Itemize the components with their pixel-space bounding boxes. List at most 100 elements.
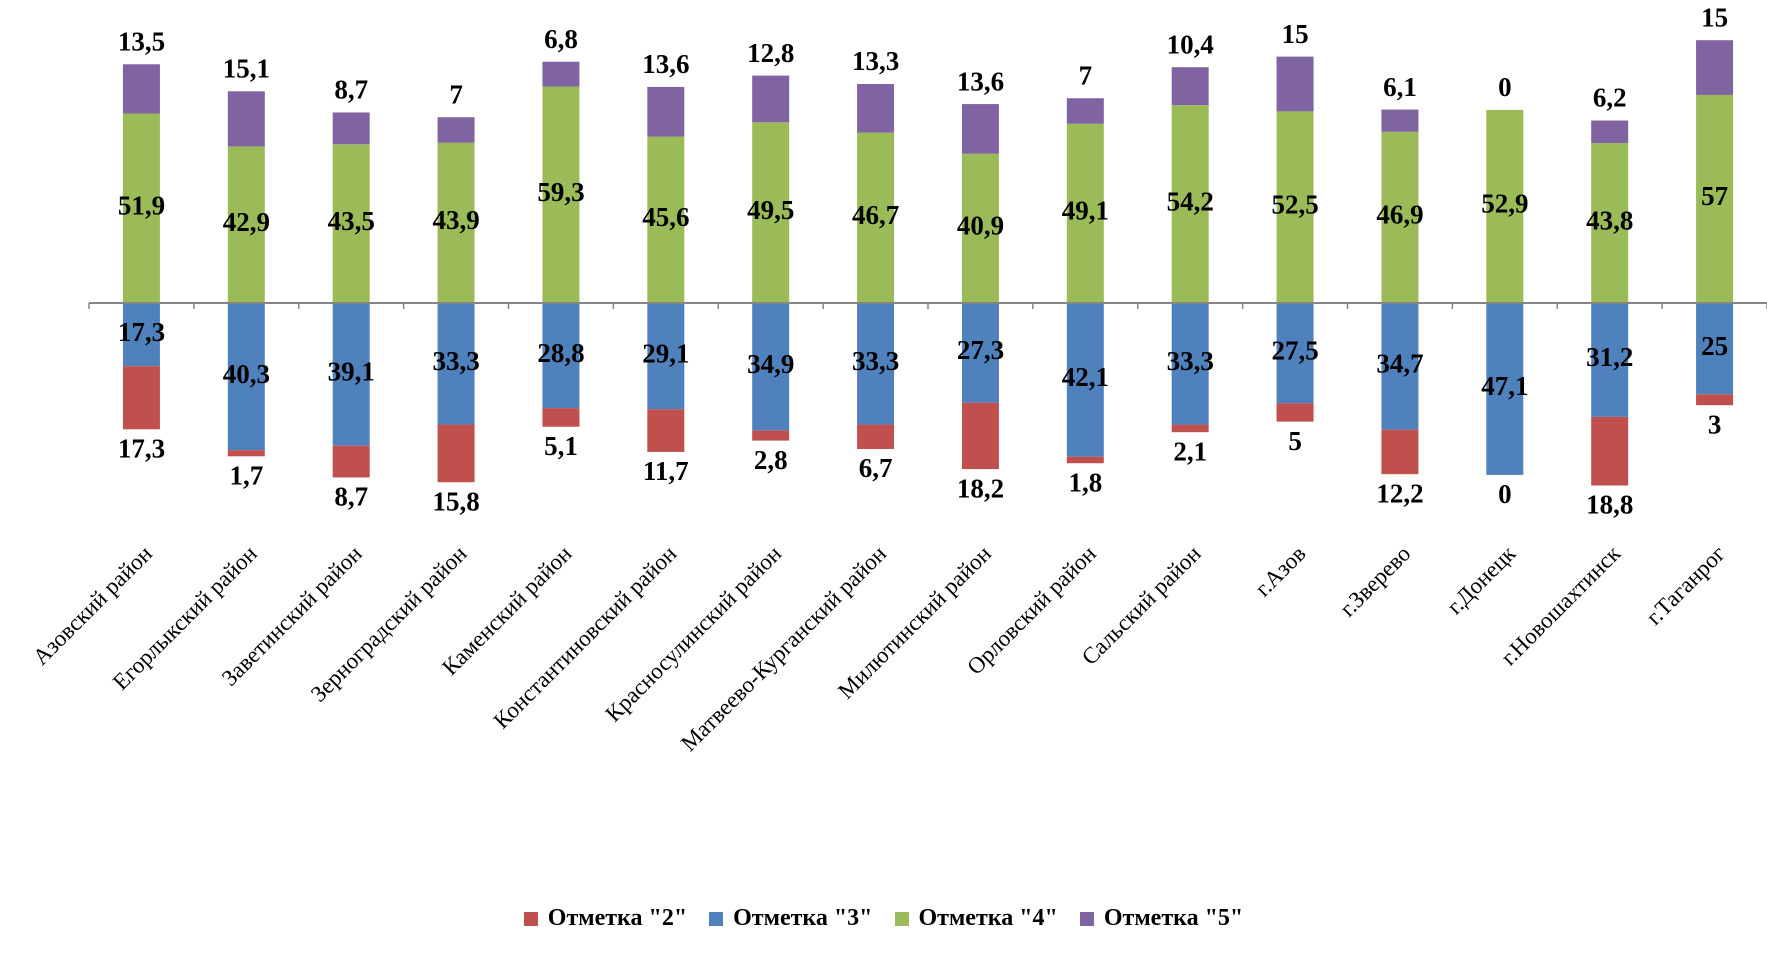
data-label-grade-3: 27,3 <box>957 335 1004 365</box>
data-label-grade-3: 33,3 <box>852 346 899 376</box>
data-label-grade-2: 11,7 <box>643 456 689 486</box>
bar-segment-grade-4 <box>1696 94 1734 303</box>
bar-segment-grade-4 <box>1381 131 1419 303</box>
data-label-grade-4: 42,9 <box>223 207 270 237</box>
bar-segment-grade-3 <box>1486 303 1524 475</box>
data-label-grade-3: 27,5 <box>1271 335 1318 365</box>
category-label: Константиновский район <box>489 541 682 734</box>
bar-segment-grade-4 <box>437 142 475 303</box>
data-label-grade-5: 13,5 <box>118 26 165 56</box>
bar-segment-grade-5 <box>1591 120 1629 144</box>
data-label-grade-5: 6,2 <box>1593 83 1627 113</box>
data-label-grade-5: 15 <box>1282 19 1309 49</box>
bar-segment-grade-2 <box>1591 416 1629 486</box>
data-label-grade-2: 6,7 <box>859 453 893 483</box>
bar-segment-grade-2 <box>857 424 895 449</box>
bar-segment-grade-3 <box>542 303 580 409</box>
bar-segment-grade-5 <box>1066 98 1104 124</box>
bar-segment-grade-3 <box>1171 303 1209 425</box>
bar-segment-grade-4 <box>1486 109 1524 303</box>
data-label-grade-3: 25 <box>1701 331 1728 361</box>
category-label: г.Таганрог <box>1641 541 1730 630</box>
data-label-grade-5: 13,3 <box>852 46 899 76</box>
legend-swatch-grade-5 <box>1079 911 1094 926</box>
data-label-grade-4: 46,7 <box>852 200 899 230</box>
bar-segment-grade-3 <box>752 303 790 431</box>
data-label-grade-2: 5,1 <box>544 431 578 461</box>
data-label-grade-4: 51,9 <box>118 190 165 220</box>
bar-segment-grade-5 <box>857 84 895 133</box>
data-label-grade-3: 42,1 <box>1062 362 1109 392</box>
legend-swatch-grade-3 <box>709 911 724 926</box>
data-label-grade-5: 7 <box>449 79 463 109</box>
data-label-grade-4: 45,6 <box>642 202 689 232</box>
data-label-grade-2: 2,1 <box>1173 436 1207 466</box>
data-label-grade-5: 13,6 <box>642 49 689 79</box>
bar-segment-grade-4 <box>857 132 895 303</box>
category-label: Красносулинский район <box>600 541 786 727</box>
data-label-grade-2: 17,3 <box>118 433 165 463</box>
data-label-grade-4: 52,9 <box>1481 189 1528 219</box>
bar-segment-grade-3 <box>1066 303 1104 457</box>
legend-label-grade-3: Отметка "3" <box>733 905 873 931</box>
data-label-grade-5: 8,7 <box>334 75 368 105</box>
data-label-grade-4: 40,9 <box>957 211 1004 241</box>
legend-item-grade-5: Отметка "5" <box>1079 905 1243 932</box>
bar-segment-grade-3 <box>1591 303 1629 417</box>
bar-segment-grade-3 <box>1381 303 1419 430</box>
bar-segment-grade-5 <box>1696 40 1734 95</box>
legend-item-grade-3: Отметка "3" <box>709 905 873 932</box>
data-label-grade-3: 33,3 <box>1167 346 1214 376</box>
bar-segment-grade-2 <box>1171 424 1209 433</box>
bar-segment-grade-3 <box>857 303 895 425</box>
bar-segment-grade-4 <box>647 136 685 303</box>
bar-segment-grade-2 <box>332 445 370 478</box>
data-label-grade-2: 18,2 <box>957 473 1004 503</box>
data-label-grade-4: 43,9 <box>432 205 479 235</box>
bar-segment-grade-2 <box>1696 394 1734 406</box>
data-label-grade-2: 5 <box>1288 426 1302 456</box>
data-label-grade-2: 1,7 <box>229 461 263 491</box>
category-label: г.Зверево <box>1335 541 1416 622</box>
category-label: г.Донецк <box>1442 540 1521 619</box>
bar-segment-grade-4 <box>752 122 790 303</box>
bar-segment-grade-5 <box>332 112 370 145</box>
legend-item-grade-2: Отметка "2" <box>523 905 688 932</box>
data-label-grade-4: 46,9 <box>1376 200 1423 230</box>
bar-segment-grade-3 <box>437 303 475 425</box>
category-label: г.Азов <box>1250 541 1311 602</box>
bar-segment-grade-2 <box>437 424 475 483</box>
data-label-grade-3: 47,1 <box>1481 371 1528 401</box>
legend-swatch-grade-2 <box>523 911 538 926</box>
bar-segment-grade-5 <box>1276 56 1314 112</box>
legend-item-grade-4: Отметка "4" <box>894 905 1058 932</box>
data-label-grade-5: 15 <box>1701 2 1728 32</box>
bar-segment-grade-4 <box>1276 111 1314 303</box>
legend: Отметка "2" Отметка "3" Отметка "4" Отме… <box>0 905 1767 932</box>
data-label-grade-3: 17,3 <box>118 317 165 347</box>
category-label: Матвеево-Курганский район <box>676 541 891 756</box>
data-label-grade-4: 43,8 <box>1586 205 1633 235</box>
data-label-grade-5: 10,4 <box>1167 29 1214 59</box>
bar-segment-grade-2 <box>647 409 685 452</box>
data-label-grade-3: 34,9 <box>747 349 794 379</box>
data-label-grade-2: 2,8 <box>754 445 788 475</box>
bar-segment-grade-5 <box>1381 109 1419 132</box>
bar-segment-grade-2 <box>122 366 160 430</box>
bar-segment-grade-5 <box>647 86 685 137</box>
legend-label-grade-2: Отметка "2" <box>547 905 688 931</box>
bar-segment-grade-2 <box>227 450 265 457</box>
bar-segment-grade-2 <box>1276 403 1314 422</box>
data-label-grade-4: 54,2 <box>1167 186 1214 216</box>
data-label-grade-3: 29,1 <box>642 338 689 368</box>
bar-segment-grade-2 <box>542 408 580 427</box>
bar-segment-grade-3 <box>122 303 160 367</box>
data-label-grade-5: 0 <box>1498 72 1512 102</box>
bar-segment-grade-3 <box>227 303 265 451</box>
bar-segment-grade-2 <box>1066 456 1104 464</box>
bar-segment-grade-5 <box>752 75 790 123</box>
bar-segment-grade-4 <box>1591 143 1629 303</box>
data-label-grade-2: 1,8 <box>1068 467 1102 497</box>
bar-segment-grade-5 <box>227 91 265 147</box>
